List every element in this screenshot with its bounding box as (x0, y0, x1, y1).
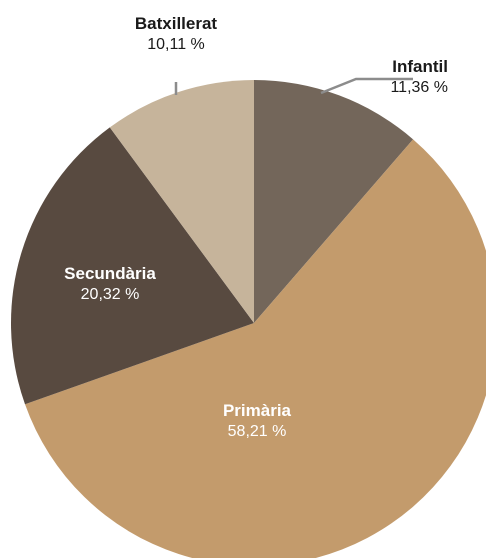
pie-slice-infantil (254, 80, 414, 323)
pie-slice-batxillerat (109, 80, 254, 323)
slice-label-infantil: Infantil (392, 57, 448, 76)
leader-lines (174, 77, 413, 95)
pie-slices (10, 80, 486, 558)
pie-slice-secundaria (10, 127, 254, 405)
slice-value-secundaria: 20,32 % (81, 286, 140, 303)
leader-line-infantil (320, 77, 413, 95)
slice-label-secundaria: Secundària (64, 264, 156, 283)
pie-slice-primaria (25, 139, 486, 558)
slice-value-primaria: 58,21 % (228, 423, 287, 440)
slice-value-infantil: 11,36 % (390, 79, 448, 96)
slice-value-batxillerat: 10,11 % (147, 36, 205, 53)
slice-label-primaria: Primària (223, 401, 292, 420)
slice-labels: Infantil 11,36 % Primària 58,21 % Secundària… (64, 14, 448, 440)
slice-label-batxillerat: Batxillerat (135, 14, 218, 33)
